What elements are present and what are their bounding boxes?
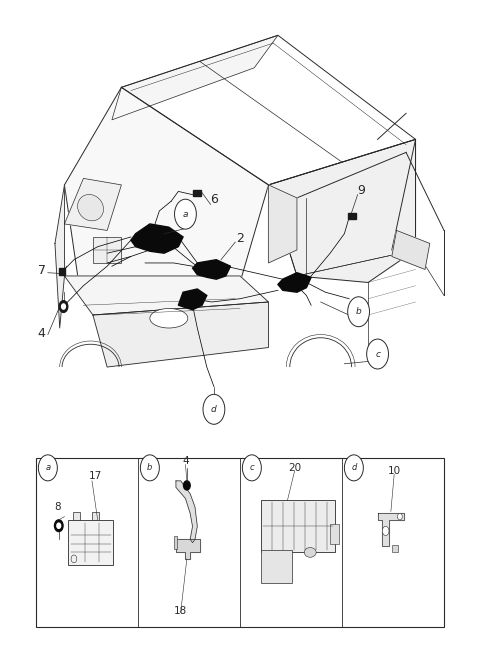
Circle shape	[383, 526, 389, 535]
Polygon shape	[179, 289, 207, 310]
Text: 18: 18	[174, 606, 187, 616]
Polygon shape	[268, 185, 297, 263]
Text: d: d	[351, 463, 357, 472]
Polygon shape	[378, 514, 404, 546]
Bar	[59, 268, 65, 275]
Polygon shape	[64, 276, 268, 315]
Circle shape	[367, 339, 388, 369]
Text: c: c	[375, 350, 380, 359]
Text: c: c	[250, 463, 254, 472]
Text: d: d	[211, 405, 217, 414]
FancyBboxPatch shape	[261, 550, 292, 583]
Text: 4: 4	[38, 327, 46, 340]
FancyBboxPatch shape	[73, 512, 80, 520]
Polygon shape	[176, 539, 200, 559]
Bar	[348, 213, 356, 219]
Polygon shape	[64, 87, 268, 283]
Polygon shape	[64, 178, 121, 230]
Text: 6: 6	[210, 194, 218, 207]
Ellipse shape	[78, 194, 104, 221]
Ellipse shape	[304, 548, 316, 558]
FancyBboxPatch shape	[92, 512, 99, 520]
Polygon shape	[268, 139, 416, 283]
Text: 7: 7	[38, 264, 46, 277]
Circle shape	[140, 455, 159, 481]
Bar	[192, 190, 201, 196]
Circle shape	[397, 514, 402, 520]
Text: 20: 20	[288, 463, 301, 473]
Polygon shape	[93, 302, 268, 367]
Circle shape	[348, 297, 370, 327]
Polygon shape	[121, 35, 416, 185]
Text: 17: 17	[89, 471, 102, 482]
FancyBboxPatch shape	[36, 458, 444, 627]
Polygon shape	[55, 185, 64, 328]
Circle shape	[59, 300, 68, 312]
Polygon shape	[131, 224, 183, 253]
Polygon shape	[112, 35, 278, 120]
Text: 4: 4	[182, 457, 189, 466]
Circle shape	[61, 304, 65, 309]
Polygon shape	[268, 139, 416, 276]
Polygon shape	[176, 481, 197, 543]
FancyBboxPatch shape	[93, 237, 121, 263]
Circle shape	[57, 523, 60, 528]
Text: b: b	[356, 307, 361, 316]
Text: 8: 8	[54, 502, 60, 512]
Circle shape	[183, 481, 190, 490]
Circle shape	[38, 455, 57, 481]
FancyBboxPatch shape	[68, 520, 113, 565]
Circle shape	[203, 394, 225, 424]
Polygon shape	[278, 273, 311, 292]
FancyBboxPatch shape	[174, 536, 178, 549]
Text: a: a	[183, 210, 188, 218]
Circle shape	[242, 455, 261, 481]
Bar	[392, 544, 397, 552]
Circle shape	[55, 520, 63, 531]
Circle shape	[344, 455, 363, 481]
Circle shape	[175, 199, 196, 229]
Text: a: a	[45, 463, 50, 472]
Polygon shape	[192, 260, 230, 279]
Text: 2: 2	[236, 232, 244, 245]
FancyBboxPatch shape	[261, 501, 335, 552]
Text: b: b	[147, 463, 153, 472]
Polygon shape	[392, 230, 430, 270]
FancyBboxPatch shape	[330, 524, 339, 544]
Text: 9: 9	[357, 184, 365, 197]
Ellipse shape	[150, 308, 188, 328]
Text: 10: 10	[388, 466, 401, 476]
